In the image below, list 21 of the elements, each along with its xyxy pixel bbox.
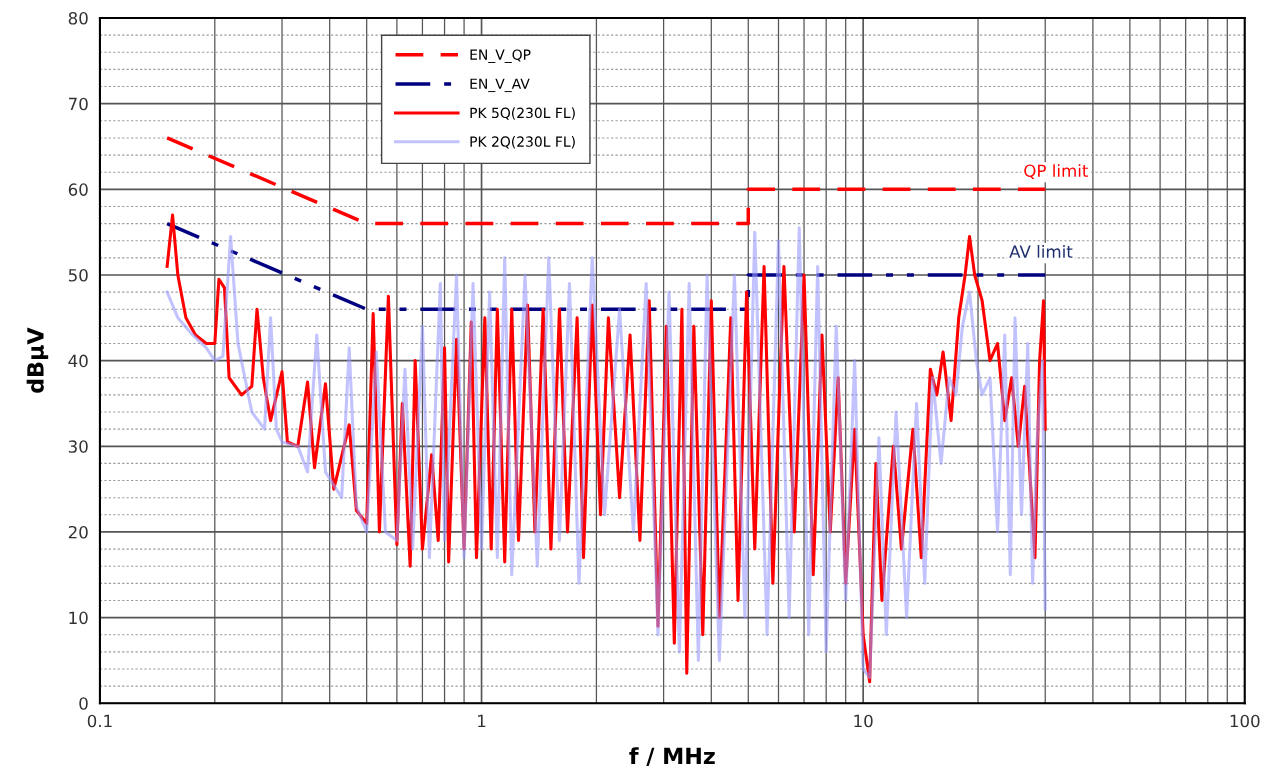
y-axis-title: dBµV [26,327,49,393]
y-tick-label: 10 [69,611,88,625]
x-axis-title: f / MHz [629,747,715,767]
y-tick-label: 60 [68,183,88,196]
legend-label: EN_V_AV [470,78,530,93]
y-tick-label: 50 [68,268,88,282]
x-tick-label: 10 [854,714,873,728]
y-tick-label: 70 [68,97,88,111]
legend-label: PK 5Q(230L FL) [470,107,575,120]
x-tick-label: 1 [478,714,486,728]
y-tick-label: 40 [68,354,88,368]
annotation: QP limit [1024,164,1089,179]
y-tick-label: 0 [79,697,88,710]
legend-label: PK 2Q(230L FL) [470,136,575,149]
y-tick-label: 80 [68,11,88,25]
y-tick-label: 30 [68,440,88,453]
x-tick-label: 100 [1230,714,1260,728]
annotation: AV limit [1009,245,1073,258]
y-tick-label: 20 [68,525,88,539]
legend-label: EN_V_QP [470,49,531,63]
x-tick-label: 0.1 [87,714,112,728]
